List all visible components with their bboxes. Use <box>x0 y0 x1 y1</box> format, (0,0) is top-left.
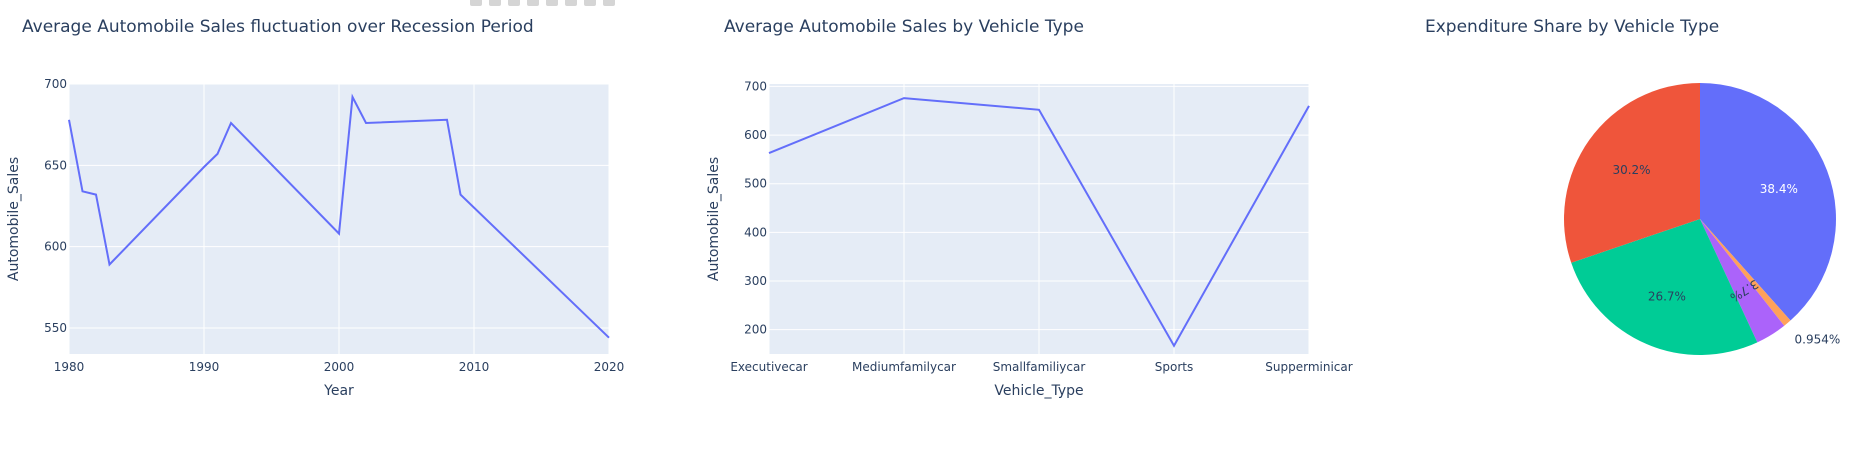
chart1-point[interactable] <box>93 192 99 198</box>
chart1-xtick: 2010 <box>459 360 490 374</box>
pie-slice[interactable] <box>1571 219 1758 355</box>
pan-icon[interactable] <box>508 0 520 6</box>
chart1-title: Average Automobile Sales fluctuation ove… <box>22 17 534 37</box>
chart1-point[interactable] <box>80 188 86 194</box>
chart1-xlabel: Year <box>323 383 354 399</box>
plotly-logo-icon[interactable] <box>603 0 615 6</box>
chart1-ylabel: Automobile_Sales <box>6 157 22 281</box>
zoom-in-icon[interactable] <box>527 0 539 6</box>
chart2-xtick: Mediumfamilycar <box>852 360 956 374</box>
chart1-point[interactable] <box>458 192 464 198</box>
autoscale-icon[interactable] <box>565 0 577 6</box>
chart2-xtick: Executivecar <box>730 360 807 374</box>
chart2-series-line[interactable] <box>768 97 1310 348</box>
chart2-ytick: 400 <box>744 225 767 239</box>
chart1-point[interactable] <box>201 164 207 170</box>
chart2-xtick: Sports <box>1155 360 1193 374</box>
chart1-point[interactable] <box>107 262 113 268</box>
chart2-point[interactable] <box>1306 103 1312 109</box>
chart2-point[interactable] <box>1036 107 1042 113</box>
pie-slice[interactable] <box>1700 219 1785 343</box>
chart2-ytick: 200 <box>744 323 767 337</box>
chart1-xtick: 1990 <box>189 360 220 374</box>
chart1-point[interactable] <box>66 117 72 123</box>
pie-slice[interactable] <box>1700 83 1836 321</box>
chart2-xlabel: Vehicle_Type <box>994 383 1083 399</box>
chart1-ytick: 600 <box>44 240 67 254</box>
pie-slice[interactable] <box>1563 82 1700 263</box>
chart2-ytick: 700 <box>744 79 767 93</box>
pie-slice-label: 0.954% <box>1795 332 1841 346</box>
chart1-xtick: 2020 <box>594 360 625 374</box>
chart1-point[interactable] <box>444 117 450 123</box>
chart1-xtick: 1980 <box>54 360 85 374</box>
pie-slice-label: 30.2% <box>1612 163 1650 177</box>
chart2-xtick: Smallfamiliycar <box>993 360 1086 374</box>
reset-icon[interactable] <box>584 0 596 6</box>
chart2-xtick: Supperminicar <box>1265 360 1352 374</box>
camera-icon[interactable] <box>470 0 482 6</box>
chart2-point[interactable] <box>901 95 907 101</box>
chart2-ylabel: Automobile_Sales <box>706 157 722 281</box>
zoom-icon[interactable] <box>489 0 501 6</box>
pie-chart-expenditure: Expenditure Share by Vehicle Type 38.4% 0… <box>1425 17 1840 355</box>
chart1-point[interactable] <box>336 231 342 237</box>
line-chart-recession: Average Automobile Sales fluctuation ove… <box>6 17 624 399</box>
chart1-point[interactable] <box>606 335 612 341</box>
pie-slice-label: 38.4% <box>1760 182 1798 196</box>
chart1-xtick: 2000 <box>324 360 355 374</box>
pie-slice-label: 26.7% <box>1648 290 1686 304</box>
chart2-ytick: 500 <box>744 177 767 191</box>
chart1-point[interactable] <box>215 151 221 157</box>
chart2-ytick: 600 <box>744 128 767 142</box>
chart1-point[interactable] <box>228 120 234 126</box>
chart2-ytick: 300 <box>744 274 767 288</box>
chart2-point[interactable] <box>766 150 772 156</box>
chart1-ytick: 650 <box>44 158 67 172</box>
chart1-ytick: 700 <box>44 77 67 91</box>
chart1-point[interactable] <box>363 120 369 126</box>
chart3-title: Expenditure Share by Vehicle Type <box>1425 17 1719 37</box>
plotly-modebar[interactable] <box>470 0 622 6</box>
chart2-title: Average Automobile Sales by Vehicle Type <box>724 17 1084 37</box>
zoom-out-icon[interactable] <box>546 0 558 6</box>
pie-slice[interactable] <box>1700 219 1791 326</box>
chart1-ytick: 550 <box>44 321 67 335</box>
chart2-point[interactable] <box>1171 343 1177 349</box>
chart1-series-line[interactable] <box>68 93 610 339</box>
line-chart-vehicle-type: Average Automobile Sales by Vehicle Type… <box>706 17 1353 399</box>
chart1-point[interactable] <box>350 94 356 100</box>
